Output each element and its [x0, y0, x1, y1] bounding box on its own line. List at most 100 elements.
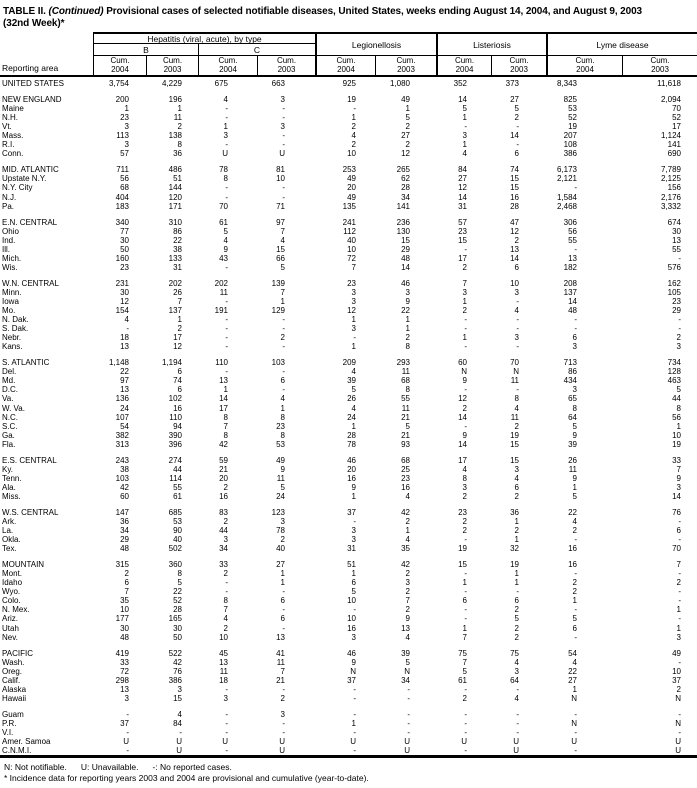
row-label: P.R.: [2, 718, 17, 728]
cell: 1: [405, 324, 410, 334]
cell: 9: [405, 296, 410, 306]
cell: 66: [276, 253, 285, 263]
cell: 13: [510, 244, 519, 254]
cell: 49: [347, 174, 356, 184]
cell: 8: [280, 412, 285, 422]
footnote-legend: N: Not notifiable. U: Unavailable. -: No r…: [4, 762, 697, 773]
cell: U: [675, 746, 681, 756]
cell: 18: [219, 675, 228, 685]
cell: 23: [458, 507, 467, 517]
cell: -: [516, 684, 519, 694]
cell: 486: [168, 165, 182, 175]
cell: -: [516, 709, 519, 719]
cell: -: [225, 718, 228, 728]
cell: 1: [351, 569, 356, 579]
cell: 37: [347, 507, 356, 517]
cell: 1: [514, 569, 519, 579]
cell: 6: [280, 376, 285, 386]
cell: 8: [223, 174, 228, 184]
cell: 24: [120, 403, 129, 413]
cell: 62: [401, 174, 410, 184]
cell: 12: [401, 149, 410, 159]
cell: 15: [510, 439, 519, 449]
cell: 3: [514, 287, 519, 297]
cell: 13: [568, 253, 577, 263]
cell: 147: [115, 507, 129, 517]
cell: 5: [280, 262, 285, 272]
cell: 162: [667, 278, 681, 288]
row-label: E.S. CENTRAL: [2, 455, 57, 465]
cell: 15: [173, 693, 182, 703]
cell: 114: [169, 473, 182, 483]
cell: 3: [280, 122, 285, 132]
row-label: D.C.: [2, 385, 18, 395]
cell: 2: [514, 421, 519, 431]
cell: -: [407, 718, 410, 728]
row-label: Pa.: [2, 201, 15, 211]
cell: 72: [347, 253, 356, 263]
cell: U: [513, 746, 519, 756]
cell: -: [574, 709, 577, 719]
cell: 41: [276, 648, 285, 658]
cell: 10: [120, 605, 129, 615]
cell: 93: [401, 439, 410, 449]
cell: 2: [462, 693, 467, 703]
cell: 171: [168, 201, 182, 211]
cell: 22: [568, 507, 577, 517]
cell: 4: [514, 473, 519, 483]
cell: 31: [458, 201, 467, 211]
cell: -: [353, 693, 356, 703]
cell: 315: [115, 560, 129, 570]
cell: 3: [514, 666, 519, 676]
cell: 48: [120, 544, 129, 554]
cell: 2: [514, 526, 519, 536]
cell: 382: [115, 430, 129, 440]
table-row: La. 34 90 44 78 3 1 2 2 2 6: [0, 526, 697, 535]
table-row: E.S. CENTRAL 243 274 59 49 46 68 17 15 26 33: [0, 456, 697, 465]
cell: 306: [563, 217, 577, 227]
cell: -: [353, 605, 356, 615]
cell: 352: [453, 79, 467, 88]
cell: 8: [572, 403, 577, 413]
cell: 5: [177, 578, 182, 588]
cell: 20: [347, 464, 356, 474]
cell: 8: [223, 412, 228, 422]
cell: 2: [514, 113, 519, 123]
cell: -: [464, 535, 467, 545]
cell: -: [225, 342, 228, 352]
table-row: Calif. 298 386 18 21 37 34 61 64 27 37: [0, 676, 697, 685]
cell: 37: [347, 675, 356, 685]
cell: 8: [177, 569, 182, 579]
region-group: Guam -4-3- - - - - - P.R. 37 84- -1- - - N N V.I. - - - - - -…: [0, 710, 697, 755]
cell: 17: [219, 403, 228, 413]
cell: 2: [572, 587, 577, 597]
cell: 1: [223, 385, 228, 395]
cell: 22: [120, 367, 129, 377]
cell: 2: [462, 517, 467, 527]
cell: 14: [672, 491, 681, 501]
cell: 3: [124, 122, 129, 132]
cell: 21: [401, 412, 410, 422]
cell: 19: [458, 544, 467, 554]
cell: 7: [405, 596, 410, 606]
cell: 2,176: [660, 192, 681, 202]
cell: 6: [572, 623, 577, 633]
cell: 2: [177, 324, 182, 334]
cell: 46: [347, 648, 356, 658]
cell: -: [464, 122, 467, 132]
cell: 13: [401, 623, 410, 633]
cell: -: [516, 296, 519, 306]
cell: 36: [173, 149, 182, 159]
cell: -: [678, 614, 681, 624]
cell: 1: [351, 342, 356, 352]
cell: U: [404, 737, 410, 747]
cell: 39: [568, 439, 577, 449]
cell: 26: [347, 394, 356, 404]
cell: 20: [219, 473, 228, 483]
row-label: Fla.: [2, 439, 16, 449]
cell: -: [678, 324, 681, 334]
cell: 31: [173, 262, 182, 272]
cell: -: [282, 140, 285, 150]
cell: -: [282, 315, 285, 325]
cell: -: [282, 183, 285, 193]
